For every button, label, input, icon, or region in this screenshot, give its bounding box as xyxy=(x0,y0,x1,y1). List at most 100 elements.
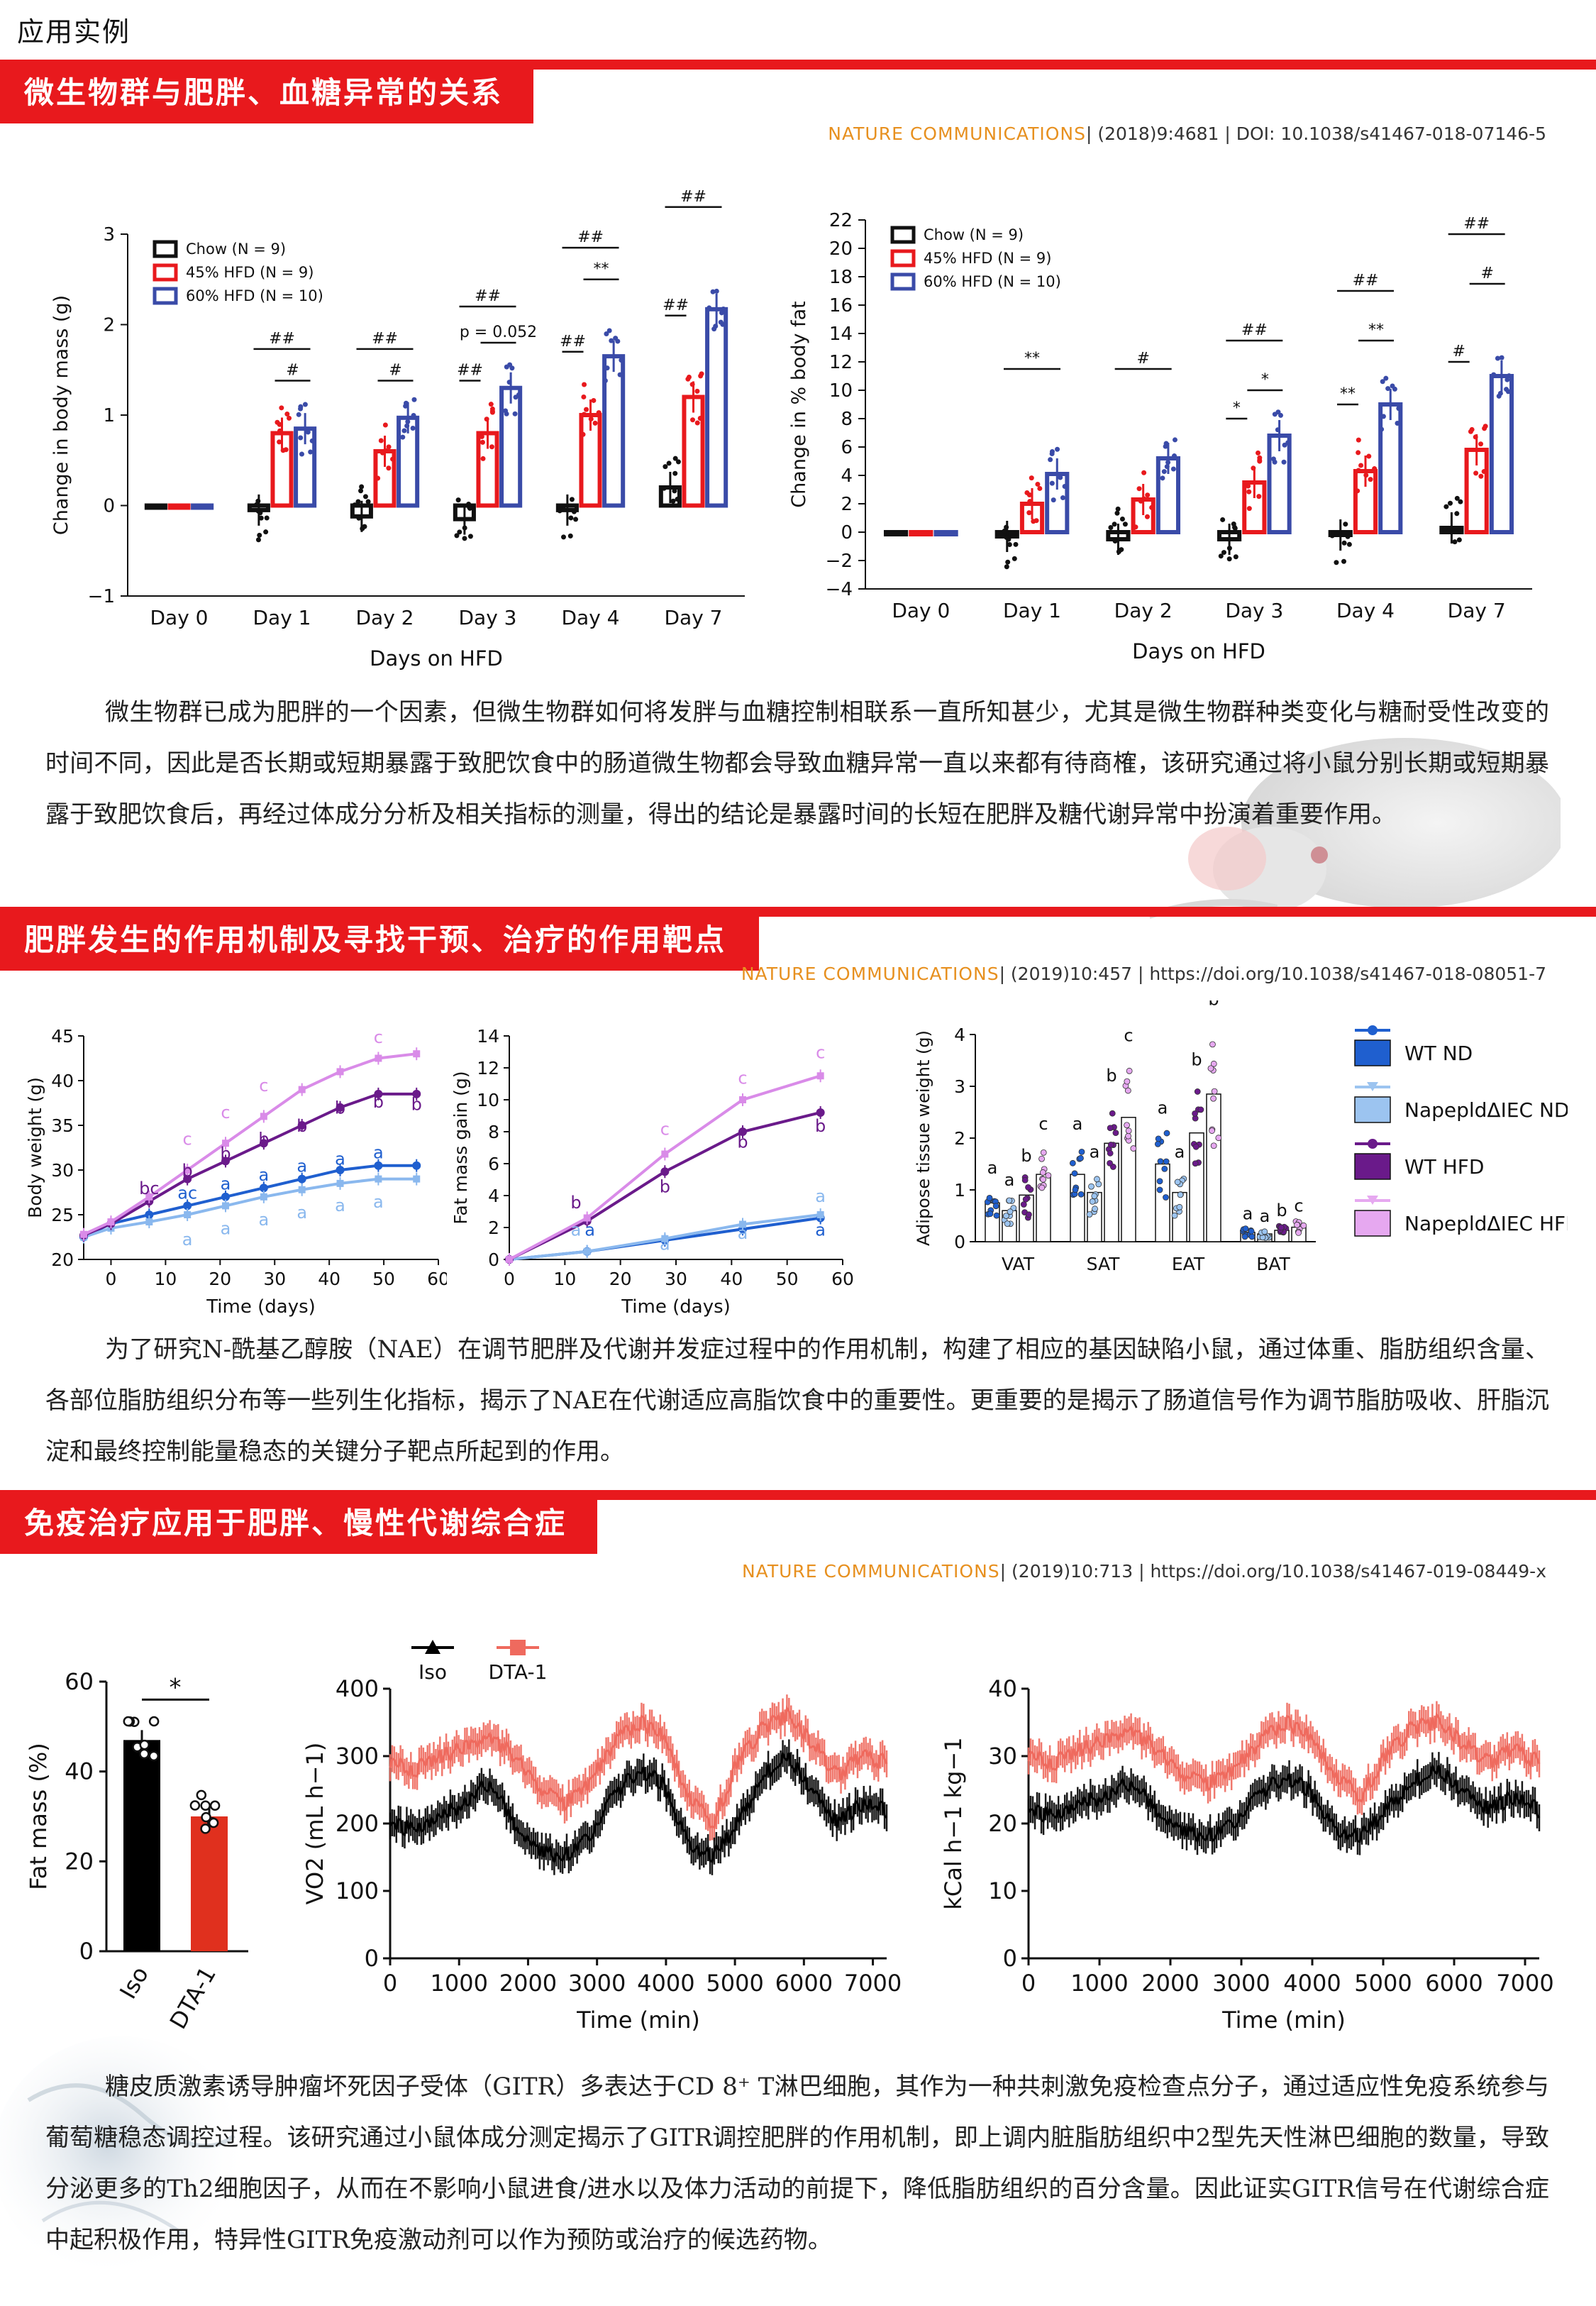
data-point xyxy=(1069,1159,1076,1166)
x-tick-label: 10 xyxy=(553,1269,576,1289)
x-tick-label: Day 0 xyxy=(150,606,208,629)
data-point xyxy=(1005,559,1011,565)
group-label: b xyxy=(1276,1201,1287,1220)
data-point xyxy=(189,1800,201,1811)
data-point xyxy=(139,1739,150,1750)
x-tick-label: 2000 xyxy=(1141,1970,1199,1997)
group-label: c xyxy=(183,1130,192,1149)
data-point xyxy=(1020,1201,1027,1208)
group-label: c xyxy=(374,1027,383,1047)
y-tick-label: 2 xyxy=(954,1128,965,1149)
data-point xyxy=(1197,1106,1204,1113)
data-point xyxy=(360,526,365,531)
significance-label: ## xyxy=(1353,272,1379,289)
data-point xyxy=(1246,506,1252,512)
x-tick-label: 1000 xyxy=(431,1970,488,1997)
data-point xyxy=(254,502,260,507)
data-point xyxy=(390,456,396,462)
data-point xyxy=(1045,1172,1052,1179)
y-tick-label: 200 xyxy=(336,1810,379,1837)
data-point xyxy=(467,534,473,539)
data-point xyxy=(1126,1067,1133,1074)
x-tick-label: DTA-1 xyxy=(165,1962,221,2034)
y-tick-label: 0 xyxy=(954,1232,965,1252)
data-point xyxy=(739,1220,746,1228)
data-point xyxy=(145,1193,153,1201)
data-point xyxy=(1112,1130,1119,1137)
data-point xyxy=(1172,453,1177,459)
data-point xyxy=(609,338,614,343)
data-point xyxy=(1192,1160,1199,1167)
data-point xyxy=(1473,470,1479,476)
y-tick-label: 25 xyxy=(51,1205,74,1225)
data-point xyxy=(596,410,602,416)
data-point xyxy=(1395,421,1400,426)
significance-label: # xyxy=(1136,350,1149,368)
data-point xyxy=(685,376,691,382)
x-tick-label: 6000 xyxy=(1425,1970,1483,1997)
data-point xyxy=(1363,473,1369,478)
data-point xyxy=(606,328,612,333)
data-point xyxy=(454,533,460,539)
data-point xyxy=(258,515,264,521)
bar xyxy=(933,530,958,536)
data-point xyxy=(1300,1222,1307,1229)
data-point xyxy=(297,1121,306,1130)
data-point xyxy=(584,407,589,412)
data-point xyxy=(264,515,270,521)
series-line xyxy=(83,1177,417,1239)
data-point xyxy=(1089,1198,1096,1205)
data-point xyxy=(259,1139,268,1148)
data-point xyxy=(613,336,619,341)
data-point xyxy=(506,380,512,385)
section-1-paragraph: 微生物群已成为肥胖的一个因素，但微生物群如何将发胖与血糖控制相联系一直所知甚少，… xyxy=(45,687,1549,840)
data-point xyxy=(1026,510,1032,516)
data-point xyxy=(1270,456,1276,462)
data-point xyxy=(1275,427,1280,433)
data-point xyxy=(675,497,680,502)
y-tick-label: −4 xyxy=(826,579,853,600)
legend-swatch xyxy=(1354,1210,1391,1237)
data-point xyxy=(1163,1130,1170,1137)
data-point xyxy=(107,1218,115,1226)
group-label: b xyxy=(1106,1066,1116,1086)
data-point xyxy=(1163,1158,1170,1165)
data-point xyxy=(1007,541,1012,547)
group-label: bc xyxy=(139,1179,159,1198)
data-point xyxy=(1341,558,1346,564)
data-point xyxy=(816,1072,824,1080)
data-point xyxy=(718,319,724,325)
x-tick-label: Day 4 xyxy=(561,606,619,629)
y-tick-label: 6 xyxy=(841,437,853,458)
data-point xyxy=(1499,355,1504,360)
y-tick-label: 8 xyxy=(488,1122,499,1142)
data-point xyxy=(1256,450,1261,456)
y-tick-label: 4 xyxy=(841,465,853,487)
data-point xyxy=(222,1140,229,1147)
group-label: a xyxy=(1158,1098,1168,1118)
data-point xyxy=(208,1817,219,1828)
data-point xyxy=(1251,465,1256,471)
data-point xyxy=(279,405,284,411)
data-point xyxy=(145,1218,153,1226)
data-point xyxy=(672,488,677,494)
data-point xyxy=(1039,1169,1046,1176)
data-point xyxy=(1025,1184,1031,1191)
group-label: a xyxy=(373,1143,384,1163)
data-point xyxy=(412,1161,421,1170)
legend-swatch xyxy=(1354,1153,1391,1180)
data-point xyxy=(1077,1154,1084,1162)
data-point xyxy=(284,411,290,416)
data-point xyxy=(993,1212,1000,1219)
data-point xyxy=(690,417,696,423)
y-axis-label: Change in % body fat xyxy=(788,301,810,507)
data-point xyxy=(298,1186,306,1193)
data-point xyxy=(1109,1110,1116,1117)
y-tick-label: 0 xyxy=(1003,1945,1017,1972)
data-point xyxy=(1156,1186,1163,1193)
data-point xyxy=(1458,499,1463,504)
data-point xyxy=(1448,500,1453,506)
x-tick-label: 30 xyxy=(665,1269,687,1289)
data-point xyxy=(719,310,724,316)
y-tick-label: 10 xyxy=(829,380,853,402)
